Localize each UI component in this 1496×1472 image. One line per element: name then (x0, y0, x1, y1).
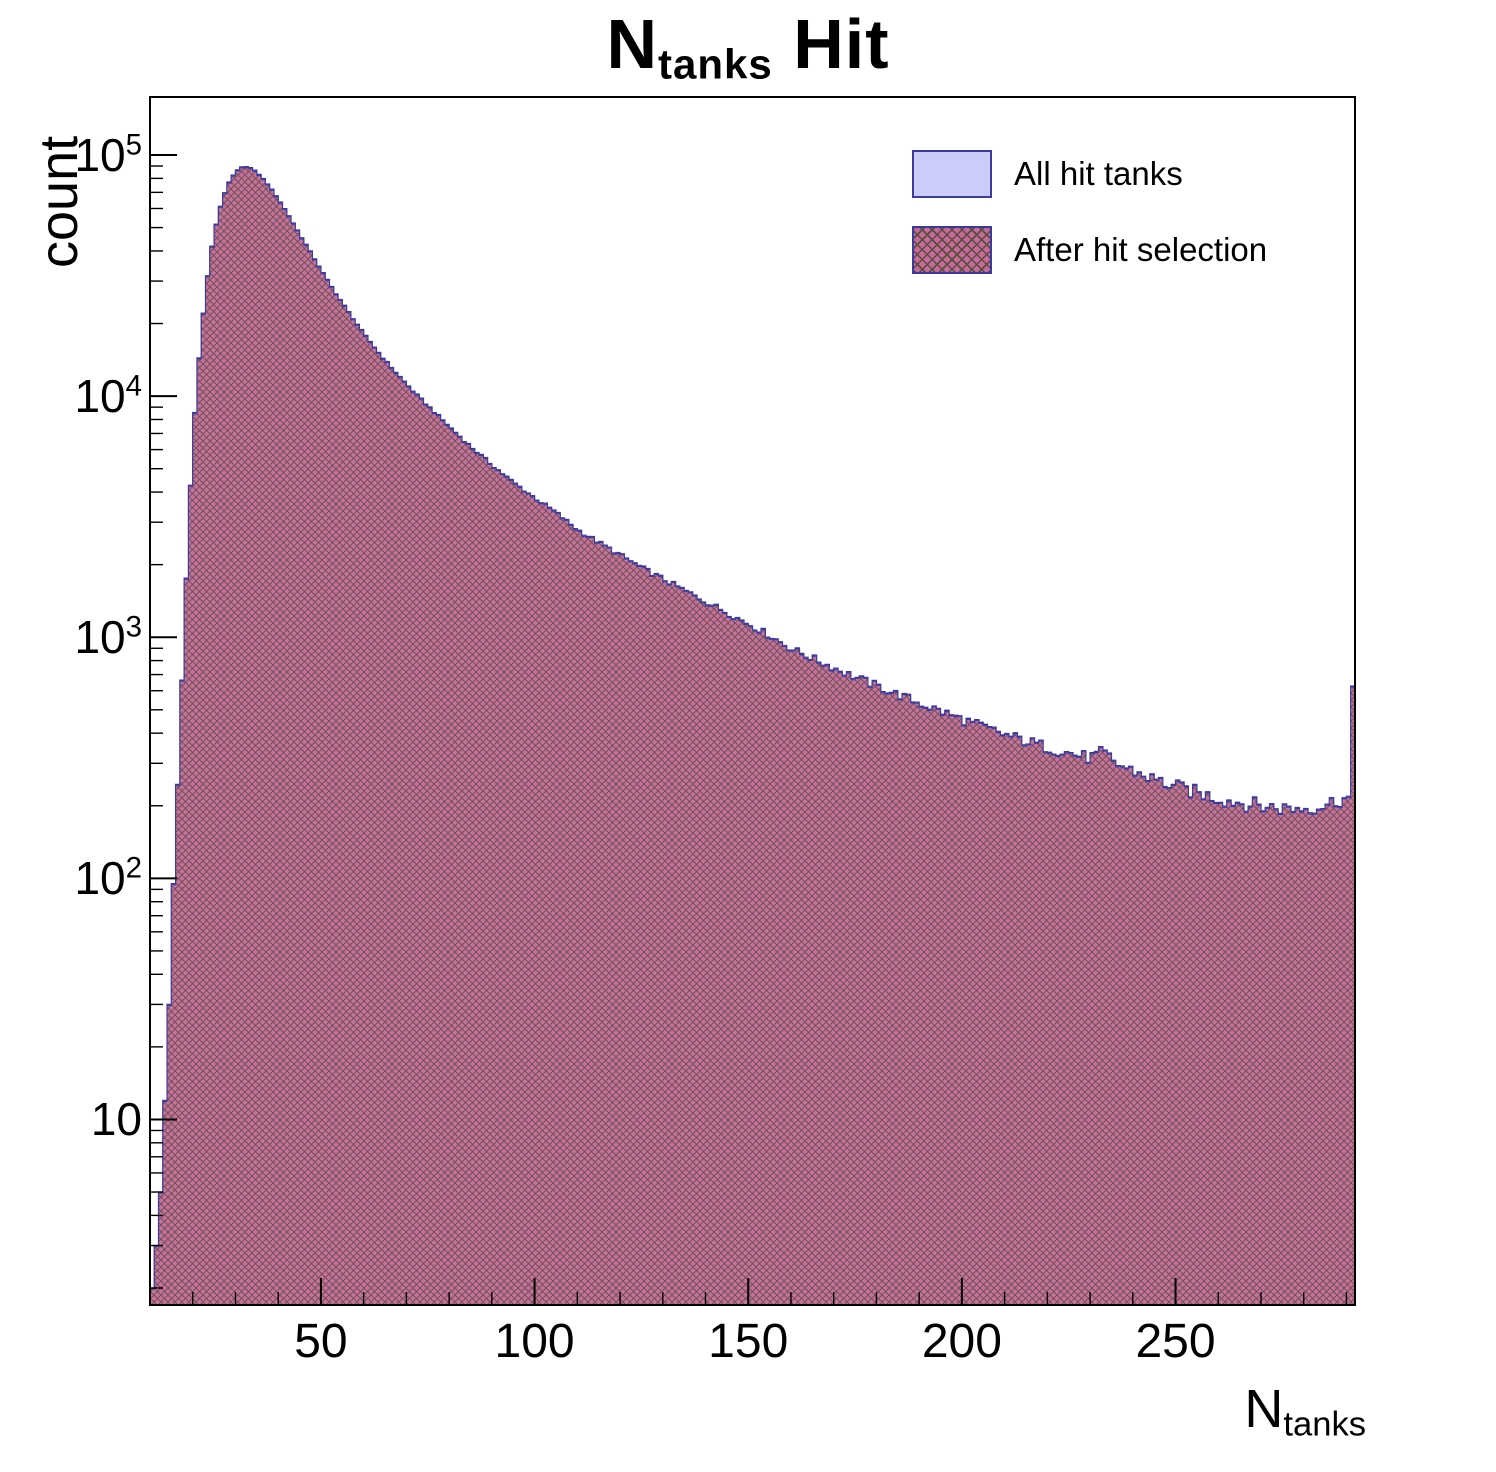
legend-swatch-after-hit-selection (912, 226, 992, 274)
y-tick-label: 105 (74, 128, 142, 181)
legend-entry-all-hit-tanks: All hit tanks (912, 150, 1267, 198)
x-tick-label: 250 (1135, 1315, 1216, 1368)
legend: All hit tanks After hit selection (912, 150, 1267, 274)
chart-title-main: N (606, 5, 659, 83)
legend-label-after-hit-selection: After hit selection (1014, 231, 1268, 268)
x-axis-title-main: N (1244, 1379, 1284, 1439)
x-tick-label: 100 (494, 1315, 575, 1368)
legend-entry-after-hit-selection: After hit selection (912, 226, 1267, 274)
x-tick-label: 200 (921, 1315, 1002, 1368)
x-axis-title: Ntanks (1244, 1378, 1366, 1445)
chart-title-subscript: tanks (658, 40, 773, 88)
y-tick-label: 10 (90, 1093, 142, 1146)
y-tick-label: 103 (74, 610, 142, 664)
x-tick-label: 150 (708, 1315, 789, 1368)
y-tick-label: 102 (74, 852, 142, 905)
chart-title: Ntanks Hit (0, 4, 1496, 89)
legend-swatch-all-hit-tanks (912, 150, 992, 198)
y-tick-label: 104 (74, 369, 142, 423)
x-tick-label: 50 (294, 1315, 348, 1368)
chart-title-rest: Hit (772, 5, 890, 83)
x-axis-title-subscript: tanks (1283, 1405, 1366, 1444)
legend-label-all-hit-tanks: All hit tanks (1014, 155, 1183, 192)
